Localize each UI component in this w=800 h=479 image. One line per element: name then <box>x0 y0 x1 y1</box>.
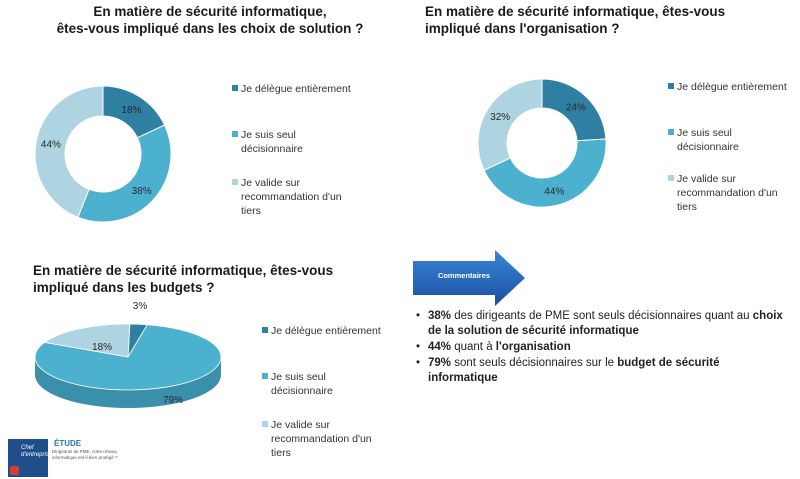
magazine-logo: Chef d'entreprise <box>8 439 52 477</box>
legend-swatch-seul <box>232 131 238 137</box>
data-label: 3% <box>133 301 148 312</box>
pie-3d-chart-budgets: 3% 79% 18% <box>34 301 222 408</box>
comment-text: sont seuls décisionnaires sur le <box>451 357 618 369</box>
legend-label: Je valide sur recommandation d'un tiers <box>241 177 342 217</box>
donut-chart-organisation: 24% 44% 32% <box>477 78 607 208</box>
comments-arrow <box>413 250 525 306</box>
comment-text: des dirigeants de PME sont seuls décisio… <box>451 310 753 322</box>
legend-label: Je suis seul décisionnaire <box>677 127 739 153</box>
donut-slice-seul <box>483 138 607 208</box>
donut-chart-solution: 18% 38% 44% <box>34 85 172 223</box>
legend-label: Je délègue entièrement <box>241 83 351 95</box>
comment-pct: 79% <box>428 357 452 369</box>
donut-slice-valide <box>477 78 543 171</box>
data-label: 79% <box>163 395 183 406</box>
legend-swatch-valide <box>232 179 238 185</box>
pie-side-seul <box>35 357 221 408</box>
legend-label: Je valide sur recommandation d'un tiers <box>677 173 778 213</box>
comment-pct: 38% <box>428 310 452 322</box>
title-line: impliqué dans les budgets ? <box>33 280 215 295</box>
legend-item: Je délègue entièrement <box>668 80 793 94</box>
title-line: En matière de sécurité informatique, ête… <box>33 263 334 278</box>
comment-item: 38% des dirigeants de PME sont seuls déc… <box>414 309 784 339</box>
data-label: 18% <box>92 342 112 353</box>
legend-label: Je suis seul décisionnaire <box>271 371 333 397</box>
logo-brand: Chef d'entreprise <box>21 445 53 458</box>
legend-label: Je délègue entièrement <box>271 325 381 337</box>
study-logo: Chef d'entreprise ÉTUDE Dirigeants de PM… <box>8 439 120 477</box>
legend-swatch-seul <box>668 129 674 135</box>
legend-item: Je valide sur recommandation d'un tiers <box>232 176 362 218</box>
donut-slice-seul <box>77 124 172 223</box>
legend-swatch-valide <box>668 175 674 181</box>
data-label: 44% <box>41 140 61 151</box>
pie-slice-valide <box>43 323 131 358</box>
donut-slice-valide <box>34 85 104 218</box>
legend-label: Je suis seul décisionnaire <box>241 129 303 155</box>
comment-emphasis: choix de la solution de sécurité informa… <box>428 310 783 337</box>
title-line: En matière de sécurité informatique, <box>93 4 327 19</box>
chart-title-budgets: En matière de sécurité informatique, ête… <box>33 262 393 296</box>
data-label: 18% <box>121 105 141 116</box>
legend-item: Je délègue entièrement <box>262 324 422 338</box>
legend-swatch-delegue <box>232 85 238 91</box>
data-label: 32% <box>490 112 510 123</box>
title-line: En matière de sécurité informatique, ête… <box>425 4 726 19</box>
legend-swatch-delegue <box>668 83 674 89</box>
legend-item: Je valide sur recommandation d'un tiers <box>262 418 390 460</box>
data-label: 44% <box>544 186 564 197</box>
legend-swatch-seul <box>262 373 268 379</box>
legend-label: Je délègue entièrement <box>677 81 787 93</box>
comment-item: 44% quant à l'organisation <box>414 340 784 355</box>
comment-item: 79% sont seuls décisionnaires sur le bud… <box>414 356 784 386</box>
logo-subtitle: Dirigeants de PME, votre réseau informat… <box>52 449 118 460</box>
legend-swatch-valide <box>262 421 268 427</box>
legend-item: Je délègue entièrement <box>232 82 392 96</box>
chart-title-solution: En matière de sécurité informatique, ête… <box>40 3 380 37</box>
legend-item: Je suis seul décisionnaire <box>232 128 322 156</box>
comment-text: quant à <box>451 341 496 353</box>
legend-item: Je suis seul décisionnaire <box>262 370 352 398</box>
badge-icon <box>10 466 19 475</box>
logo-title: ÉTUDE <box>54 439 82 448</box>
comments-list: 38% des dirigeants de PME sont seuls déc… <box>414 309 784 387</box>
chart-title-organisation: En matière de sécurité informatique, ête… <box>425 3 765 37</box>
comments-label: Commentaires <box>437 271 491 280</box>
legend-swatch-delegue <box>262 327 268 333</box>
comment-pct: 44% <box>428 341 452 353</box>
legend-label: Je valide sur recommandation d'un tiers <box>271 419 372 459</box>
legend-item: Je valide sur recommandation d'un tiers <box>668 172 786 214</box>
title-line: impliqué dans l'organisation ? <box>425 21 620 36</box>
comment-emphasis: budget de sécurité informatique <box>428 357 720 384</box>
legend-item: Je suis seul décisionnaire <box>668 126 758 154</box>
title-line: êtes-vous impliqué dans les choix de sol… <box>56 21 364 36</box>
data-label: 24% <box>566 102 586 113</box>
arrow-shape <box>413 250 525 306</box>
data-label: 38% <box>132 186 152 197</box>
comment-emphasis: l'organisation <box>495 341 571 353</box>
